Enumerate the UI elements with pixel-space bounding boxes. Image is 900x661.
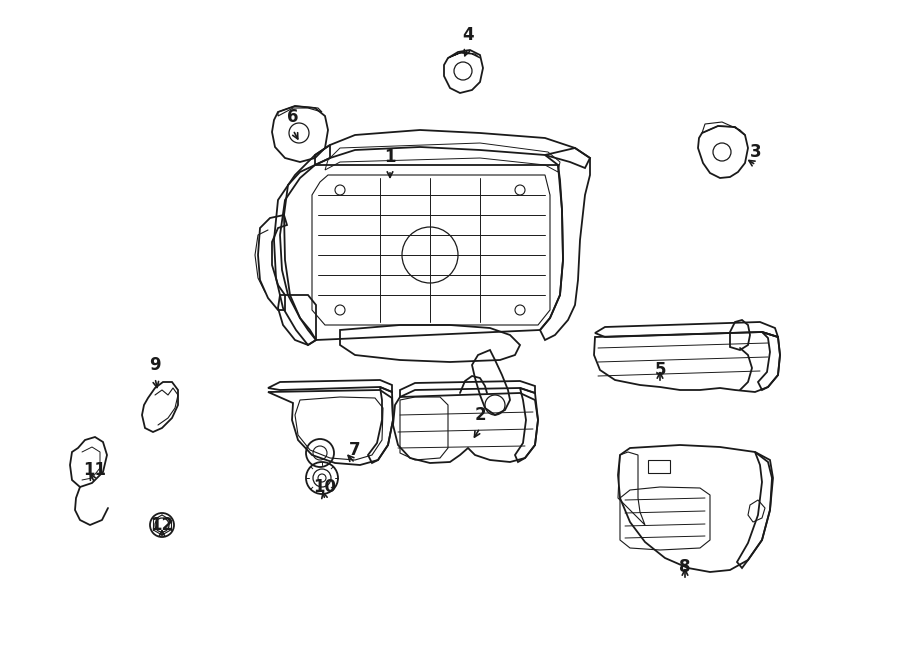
Bar (648, 460, 670, 473)
Text: 11: 11 (84, 461, 106, 479)
Text: 6: 6 (287, 108, 299, 126)
Text: 10: 10 (313, 478, 337, 496)
Text: 3: 3 (751, 143, 761, 161)
Text: 2: 2 (474, 406, 486, 424)
Text: 12: 12 (150, 516, 174, 534)
Text: 1: 1 (384, 148, 396, 166)
Text: 4: 4 (463, 26, 473, 44)
Text: 8: 8 (680, 558, 691, 576)
Text: 5: 5 (654, 361, 666, 379)
Text: 9: 9 (149, 356, 161, 374)
Text: 7: 7 (349, 441, 361, 459)
